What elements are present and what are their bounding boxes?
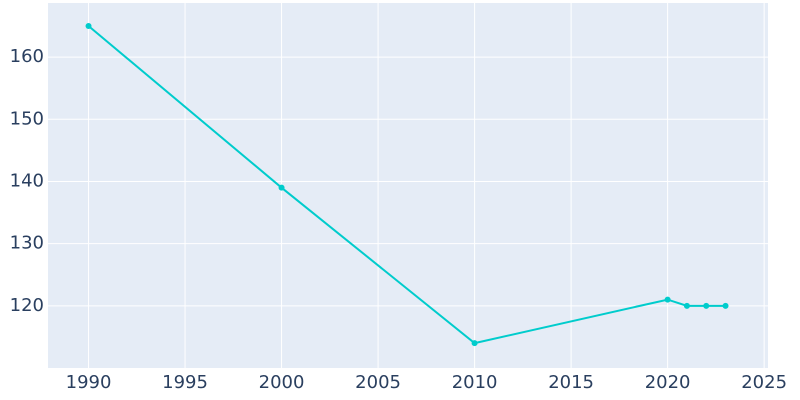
point [664,296,671,303]
point [683,302,690,309]
x-tick-label: 2005 [355,372,401,393]
x-tick-label: 1995 [162,372,208,393]
y-tick-label: 130 [10,233,44,254]
point [703,302,710,309]
y-tick-label: 140 [10,170,44,191]
point [722,302,729,309]
x-tick-label: 2020 [645,372,691,393]
point [278,184,285,191]
y-tick-label: 160 [10,46,44,67]
x-tick-label: 2010 [452,372,498,393]
x-tick-label: 2000 [259,372,305,393]
x-tick-label: 2015 [548,372,594,393]
x-tick-label: 2025 [741,372,787,393]
x-tick-label: 1990 [66,372,112,393]
y-tick-label: 120 [10,295,44,316]
point [471,340,478,347]
plot-area [48,3,768,368]
point [85,23,92,30]
y-tick-label: 150 [10,108,44,129]
